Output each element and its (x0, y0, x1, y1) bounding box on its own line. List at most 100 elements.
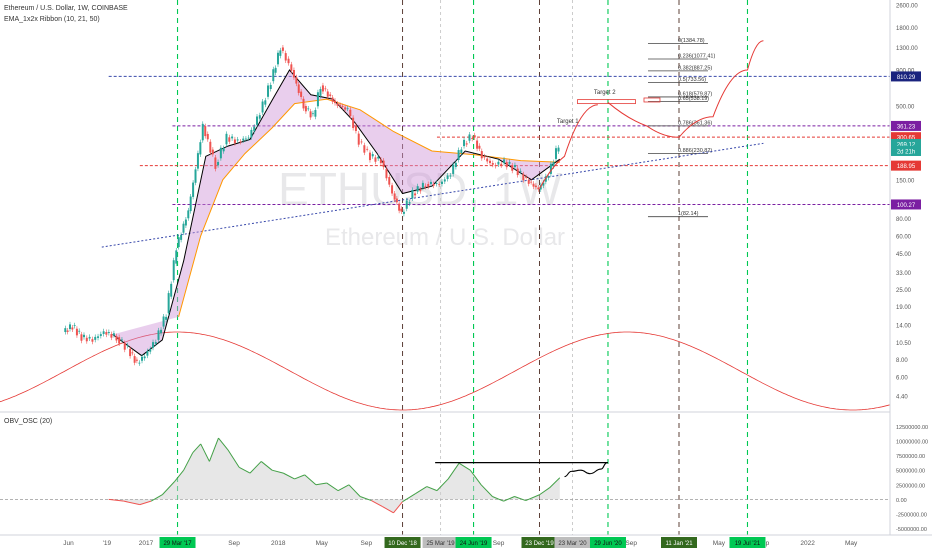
date-badge-bg (455, 537, 492, 548)
oscillator-tick-label: 0.00 (896, 498, 907, 504)
candle-body (172, 260, 175, 281)
candle-body (339, 104, 342, 106)
candle-body (480, 151, 483, 159)
oscillator-tick-label: 2500000.00 (896, 483, 925, 489)
candle-body (78, 330, 81, 332)
candle-body (316, 92, 319, 107)
fib-label: 1(82.14) (678, 211, 699, 217)
price-tick-label: 150.00 (896, 178, 915, 184)
oscillator-tick-label: 5000000.00 (896, 469, 925, 475)
candle-body (424, 185, 427, 187)
candle-body (511, 165, 514, 171)
oscillator-segment (227, 449, 240, 468)
candle-body (414, 193, 417, 196)
candle-body (438, 184, 441, 185)
candle-body (192, 182, 195, 197)
candle-body (432, 184, 435, 186)
candle-body (231, 136, 234, 139)
candle-body (395, 198, 398, 203)
candle-body (82, 334, 85, 338)
candle-body (382, 160, 385, 168)
oscillator-segment (208, 437, 219, 462)
candle-body (321, 85, 324, 92)
obv-oscillator-pane (0, 437, 890, 514)
price-badge-bg (891, 199, 921, 210)
oscillator-segment (503, 496, 515, 502)
date-badge-bg (554, 537, 591, 548)
candle-body (522, 174, 525, 181)
candle-body (141, 356, 144, 361)
date-badge-bg (729, 537, 766, 548)
target-label: Target 1 (557, 119, 579, 125)
candle-body (247, 137, 250, 139)
candle-body (508, 161, 511, 164)
oscillator-segment (436, 478, 449, 491)
time-tick-label: Sep (493, 540, 505, 547)
candle-body (80, 334, 83, 341)
time-tick-label: Sep (228, 540, 240, 547)
target-2-box-right (643, 97, 661, 103)
oscillator-projection (564, 462, 607, 478)
ribbon-indicator-label: EMA_1x2x Ribbon (10, 21, 50) (4, 16, 100, 23)
candle-body (405, 200, 408, 209)
date-badge-label: 10 Dec '18 (388, 541, 417, 547)
candle-body (276, 52, 279, 65)
candle-body (177, 237, 180, 248)
candle-body (290, 64, 293, 71)
candle-body (411, 189, 414, 199)
candle-body (182, 223, 185, 233)
candle-body (341, 106, 344, 107)
price-badge-label: 300.65 (897, 136, 916, 142)
candle-body (554, 148, 557, 159)
candle-body (162, 316, 165, 327)
candle-body (402, 211, 405, 214)
candle-body (549, 163, 552, 174)
candle-body (440, 181, 443, 185)
candle-body (494, 165, 497, 167)
price-tick-label: 25.00 (896, 288, 912, 294)
candle-body (352, 117, 355, 128)
candle-body (143, 356, 146, 359)
candle-body (225, 133, 228, 145)
oscillator-tick-label: 10000000.00 (896, 440, 928, 446)
candle-body (152, 342, 155, 348)
candle-body (97, 336, 100, 338)
candle-body (463, 139, 466, 147)
candle-body (530, 181, 533, 183)
candle-body (272, 69, 275, 82)
oscillator-segment (294, 474, 305, 480)
oscillator-axis: 12500000.00 10000000.00 7500000.00 5000000.… (896, 425, 928, 533)
candle-body (209, 141, 212, 153)
candle-body (64, 328, 67, 333)
candle-body (71, 327, 74, 330)
candle-body (239, 141, 242, 143)
date-badge-label: 23 Mar '20 (558, 541, 587, 547)
oscillator-area (108, 438, 560, 513)
oscillator-tick-label: 12500000.00 (896, 425, 928, 431)
oscillator-segment (348, 484, 361, 497)
date-badge-bg (384, 537, 421, 548)
oscillator-tick-label: -2500000.00 (896, 513, 927, 519)
price-tick-label: 14.00 (896, 324, 912, 330)
candle-body (219, 147, 222, 159)
price-tick-label: 60.00 (896, 234, 912, 240)
price-tick-label: 80.00 (896, 217, 912, 223)
oscillator-segment (218, 437, 229, 451)
fib-label: 0.236(1077.41) (678, 53, 715, 59)
candle-body (416, 186, 419, 192)
candle-body (457, 150, 460, 161)
oscillator-segment (402, 493, 416, 503)
time-tick-label: May (845, 540, 858, 547)
candle-body (73, 325, 76, 327)
candle-body (105, 332, 108, 335)
candle-body (544, 176, 547, 182)
date-badges: 29 Mar '17 10 Dec '18 25 Mar '19 24 Jun '19… (159, 537, 766, 548)
oscillator-segment (123, 500, 140, 506)
date-badge-label: 29 Jun '20 (594, 541, 622, 547)
candle-body (214, 157, 217, 169)
candle-body (206, 133, 209, 140)
oscillator-segment (200, 443, 210, 462)
price-tick-label: 500.00 (896, 105, 915, 111)
